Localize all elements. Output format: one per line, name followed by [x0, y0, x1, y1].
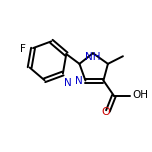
Text: F: F — [20, 44, 26, 54]
Text: NH: NH — [85, 52, 101, 62]
Text: OH: OH — [132, 90, 148, 100]
Text: N: N — [64, 78, 72, 88]
Text: N: N — [75, 76, 83, 86]
Text: O: O — [101, 107, 110, 117]
